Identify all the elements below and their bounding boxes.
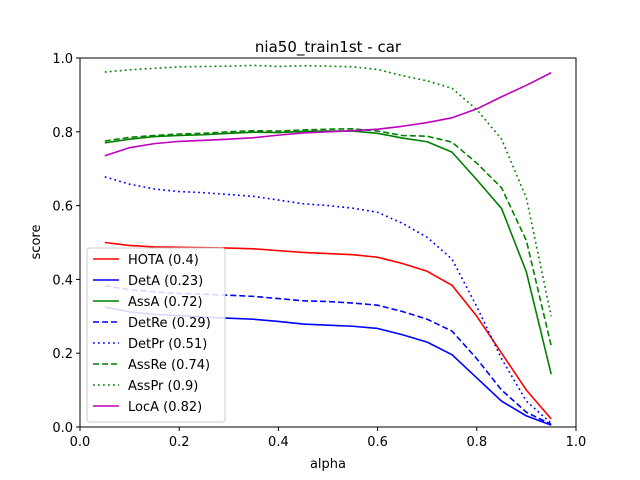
x-tick-label: 1.0 (566, 435, 587, 450)
y-axis-ticks: 0.0 0.2 0.4 0.6 0.8 1.0 (52, 52, 80, 436)
legend-entry-6: AssPr (0.9) (128, 379, 198, 394)
legend-entry-7: LocA (0.82) (128, 400, 202, 415)
series-line-4 (104, 176, 552, 424)
y-tick-label: 0.2 (52, 347, 73, 362)
y-tick-label: 1.0 (52, 52, 73, 67)
y-tick-label: 0.0 (52, 421, 73, 436)
y-tick-label: 0.4 (52, 273, 73, 288)
x-tick-label: 0.8 (466, 435, 487, 450)
legend: HOTA (0.4) DetA (0.23) AssA (0.72) DetRe (0… (86, 247, 226, 423)
y-tick-label: 0.8 (52, 126, 73, 141)
x-tick-label: 0.6 (367, 435, 388, 450)
legend-box (86, 247, 226, 423)
legend-entry-0: HOTA (0.4) (128, 253, 199, 268)
x-axis-ticks: 0.0 0.2 0.4 0.6 0.8 1.0 (70, 427, 587, 450)
plot-frame (79, 57, 577, 428)
legend-entry-3: DetRe (0.29) (128, 316, 211, 331)
series-line-5 (104, 128, 552, 347)
x-tick-label: 0.0 (70, 435, 91, 450)
legend-entry-5: AssRe (0.74) (128, 358, 210, 373)
legend-entry-1: DetA (0.23) (128, 274, 203, 289)
legend-entry-4: DetPr (0.51) (128, 337, 207, 352)
chart-title: nia50_train1st - car (255, 38, 402, 57)
y-axis-label: score (29, 225, 44, 260)
y-tick-label: 0.6 (52, 200, 73, 215)
series-line-0 (104, 241, 552, 420)
x-tick-label: 0.4 (268, 435, 289, 450)
x-tick-label: 0.2 (169, 435, 190, 450)
x-axis-label: alpha (310, 457, 346, 472)
legend-entry-2: AssA (0.72) (128, 295, 203, 310)
series-line-7 (104, 72, 552, 157)
